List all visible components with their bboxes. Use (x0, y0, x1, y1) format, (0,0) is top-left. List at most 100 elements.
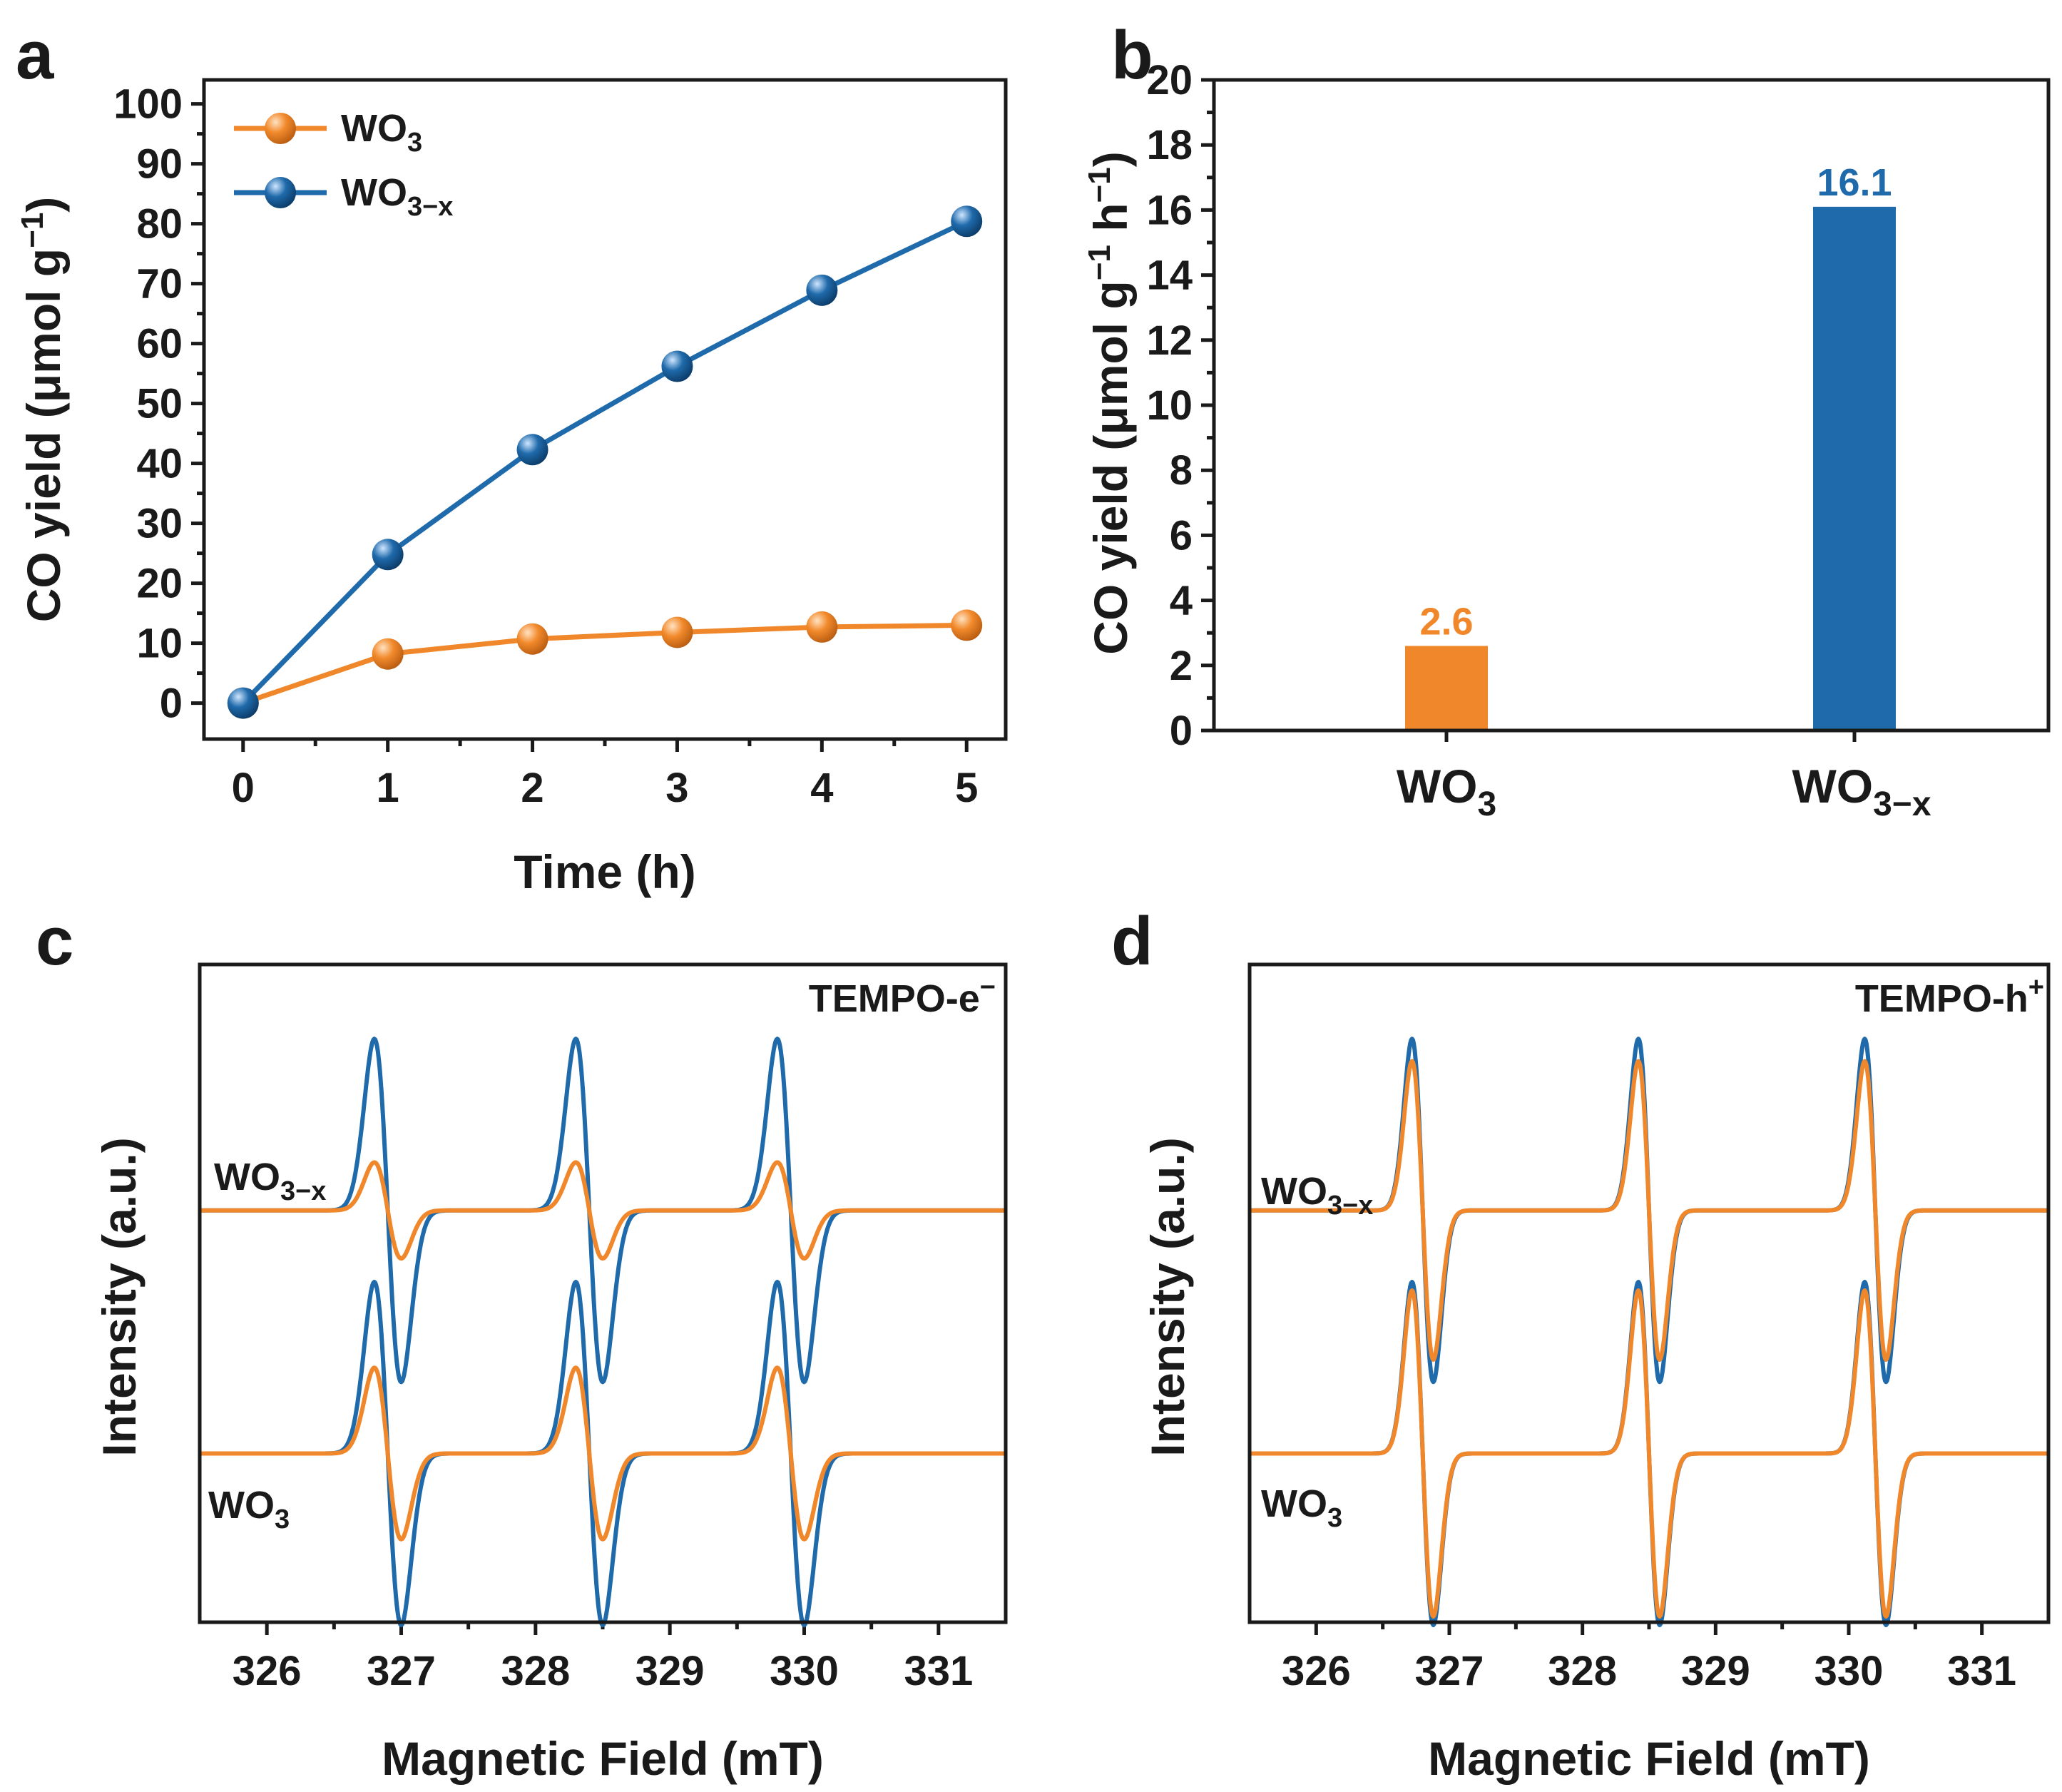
a-ytick-label: 100 (113, 81, 183, 128)
d-spectrum-WO3−x-orange (1248, 1059, 2050, 1362)
a-point-WO3 (372, 638, 404, 670)
a-series-line-WO3−x (241, 219, 968, 706)
panel-d-series (1248, 1037, 2050, 1627)
panel-a-letter: a (16, 17, 54, 93)
panel-c-xlabel: Magnetic Field (mT) (382, 1732, 824, 1785)
panel-d-ticks: 326 327 328 329 330 331 (1282, 1622, 2016, 1694)
panel-c-probe-label: TEMPO-e− (809, 972, 996, 1020)
a-ytick-label: 70 (136, 261, 183, 307)
b-bar-WO3 (1405, 646, 1488, 730)
panel-c-ticks: 326 327 328 329 330 331 (233, 1622, 973, 1694)
panel-b-ylabel: CO yield (μmol g−1 h−1) (1082, 151, 1137, 654)
panel-c: c 326 327 328 329 330 331 TEMPO-e− WO3−x WO3 … (36, 903, 1008, 1785)
c-spectrum-WO3−x-orange (198, 1160, 1007, 1261)
a-xtick-label: 1 (377, 765, 399, 811)
b-ytick-label: 8 (1170, 447, 1193, 494)
b-ytick-label: 10 (1146, 382, 1193, 429)
panel-b-frame (1212, 78, 2051, 733)
legend-wo3x-marker (265, 177, 296, 208)
b-ytick-label: 20 (1146, 57, 1193, 103)
c-xtick-label: 327 (367, 1648, 436, 1694)
a-ytick-label: 90 (136, 141, 183, 188)
panel-c-series (198, 1037, 1007, 1627)
panel-a-series (227, 205, 983, 719)
d-xtick-label: 326 (1282, 1648, 1351, 1694)
b-ytick-label: 16 (1146, 187, 1193, 233)
a-point-WO3−x (806, 274, 838, 306)
d-xtick-label: 331 (1947, 1648, 2016, 1694)
panel-c-letter: c (36, 903, 73, 979)
a-ytick-label: 40 (136, 441, 183, 487)
b-value-label: 16.1 (1817, 161, 1892, 204)
d-xtick-label: 330 (1815, 1648, 1884, 1694)
panel-a-ylabel: CO yield (μmol g−1) (15, 197, 70, 623)
a-ytick-label: 30 (136, 501, 183, 547)
b-ytick-label: 18 (1146, 122, 1193, 168)
a-ytick-label: 60 (136, 321, 183, 367)
legend-wo3-marker (265, 113, 296, 144)
panel-d-xlabel: Magnetic Field (mT) (1428, 1732, 1870, 1785)
panel-d-label-wo3x: WO3−x (1261, 1170, 1373, 1221)
a-point-WO3 (516, 623, 548, 655)
panel-b-bars: 2.6 16.1 (1405, 161, 1896, 731)
panel-a-xlabel: Time (h) (514, 845, 695, 898)
panel-a-frame (202, 78, 1008, 741)
a-point-WO3 (661, 616, 693, 648)
b-ytick-label: 14 (1146, 253, 1193, 299)
a-xtick-label: 2 (521, 765, 543, 811)
panel-b-ticks: 0 2 4 6 8 10 12 14 16 18 20 (1146, 57, 1857, 754)
panel-a-legend: WO3 WO3−x (234, 107, 453, 222)
c-xtick-label: 330 (770, 1648, 839, 1694)
a-ytick-label: 0 (160, 681, 183, 727)
b-ytick-label: 6 (1170, 512, 1193, 559)
a-ytick-label: 50 (136, 381, 183, 427)
a-point-WO3 (951, 609, 983, 641)
panel-d-probe-label: TEMPO-h+ (1855, 972, 2044, 1020)
a-ytick-label: 10 (136, 621, 183, 667)
b-ytick-label: 2 (1170, 643, 1193, 689)
c-spectrum-WO3-orange (198, 1365, 1007, 1542)
panel-d-frame (1247, 962, 2051, 1624)
d-spectrum-WO3-orange (1248, 1288, 2050, 1619)
panel-d-letter: d (1111, 903, 1153, 979)
panel-b-category-wo3: WO3 (1397, 760, 1496, 823)
panel-d-label-wo3: WO3 (1261, 1482, 1342, 1533)
a-series-line-WO3 (242, 622, 967, 706)
c-xtick-label: 329 (636, 1648, 705, 1694)
a-point-WO3 (806, 611, 838, 643)
a-point-WO3−x (661, 350, 693, 382)
b-ytick-label: 12 (1146, 317, 1193, 364)
a-ytick-label: 20 (136, 561, 183, 607)
panel-b-category-wo3x: WO3−x (1792, 760, 1931, 823)
a-ytick-label: 80 (136, 201, 183, 248)
panel-d: d 326 327 328 329 330 331 TEMPO-h+ WO3−x WO3 … (1111, 903, 2051, 1785)
panel-c-frame (198, 962, 1008, 1624)
c-xtick-label: 326 (233, 1648, 302, 1694)
a-point-WO3−x (227, 687, 259, 719)
a-point-WO3−x (951, 205, 983, 238)
legend-wo3-label: WO3 (341, 107, 422, 158)
b-ytick-label: 4 (1170, 578, 1193, 624)
a-point-WO3−x (516, 434, 548, 466)
b-bar-WO3−x (1813, 206, 1896, 731)
d-xtick-label: 329 (1681, 1648, 1750, 1694)
a-xtick-label: 4 (810, 765, 833, 811)
a-xtick-label: 0 (232, 765, 255, 811)
panel-c-label-wo3x: WO3−x (214, 1156, 326, 1206)
legend-wo3x-label: WO3−x (341, 171, 453, 222)
c-xtick-label: 331 (904, 1648, 973, 1694)
panel-c-ylabel: Intensity (a.u.) (93, 1137, 146, 1456)
panel-b: b 0 2 4 6 8 10 12 14 16 18 20 2.6 16.1 WO3 WO3−x CO… (1082, 17, 2051, 823)
d-xtick-label: 327 (1415, 1648, 1484, 1694)
d-xtick-label: 328 (1548, 1648, 1617, 1694)
c-xtick-label: 328 (501, 1648, 570, 1694)
b-ytick-label: 0 (1170, 708, 1193, 754)
a-xtick-label: 5 (955, 765, 978, 811)
a-xtick-label: 3 (665, 765, 688, 811)
panel-d-ylabel: Intensity (a.u.) (1141, 1137, 1194, 1456)
panel-b-letter: b (1111, 17, 1153, 93)
panel-c-label-wo3: WO3 (208, 1484, 290, 1534)
